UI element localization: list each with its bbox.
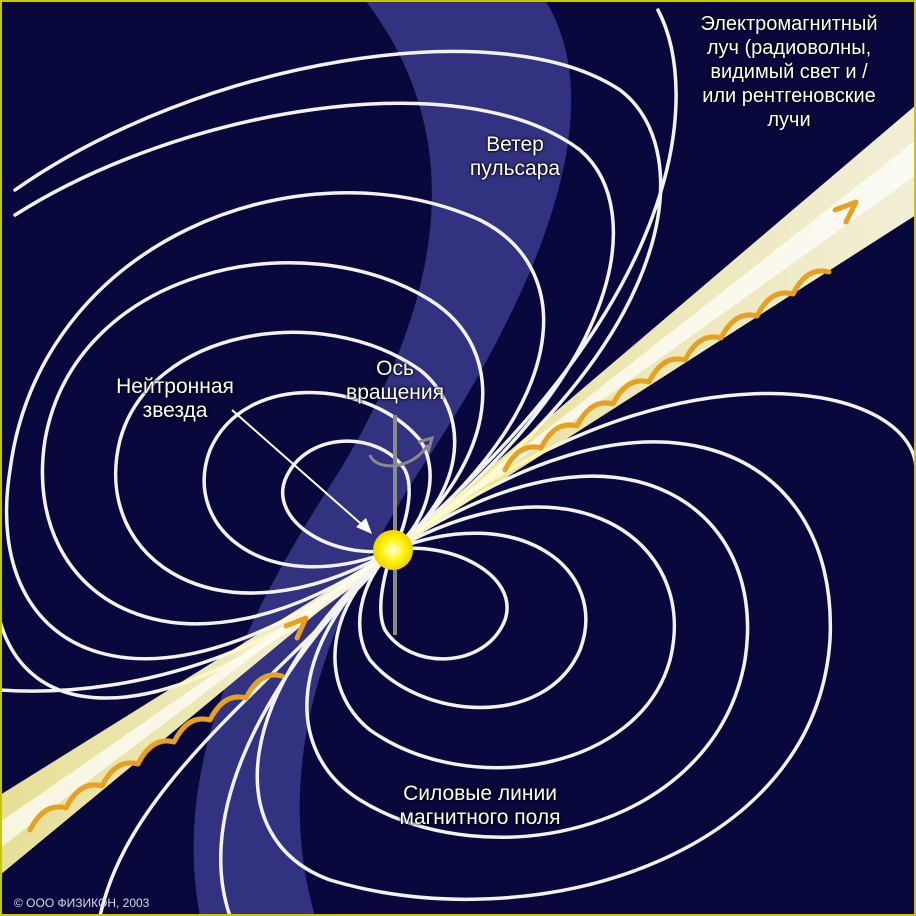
- field-line: [98, 548, 395, 916]
- magnetic-field-lines: [0, 8, 916, 916]
- axis-label: Ось вращения: [346, 357, 444, 404]
- wind-label: Ветер пульсара: [469, 133, 561, 180]
- field-line: [113, 330, 457, 595]
- rotation-axis: [368, 415, 435, 635]
- field-line: [357, 531, 588, 710]
- field-line: [13, 49, 663, 552]
- wave-arrow-upper: [502, 268, 832, 473]
- rotation-arrowhead-icon: [417, 435, 435, 453]
- field-label: Силовые линии магнитного поля: [399, 782, 561, 829]
- field-line: [333, 505, 677, 770]
- neutron-star: [373, 530, 413, 570]
- field-line: [391, 8, 678, 552]
- beam-label: Электромагнитный луч (радиоволны, видимы…: [700, 13, 878, 131]
- wave-arrow-lower: [27, 672, 285, 833]
- field-line: [4, 191, 546, 661]
- star-label: Нейтронная звезда: [116, 375, 234, 422]
- field-line: [281, 439, 411, 554]
- field-line: [202, 390, 432, 569]
- field-line: [305, 474, 750, 839]
- pulsar-wind-band: [193, 0, 572, 916]
- copyright: © ООО ФИЗИКОН, 2003: [14, 896, 150, 910]
- field-line: [379, 546, 509, 661]
- wave-arrow-upper-head: [832, 199, 859, 225]
- wave-arrows: [27, 199, 859, 833]
- field-line: [255, 440, 833, 902]
- beam-lower: [0, 550, 393, 875]
- field-line: [0, 548, 395, 693]
- star-pointer: [231, 409, 372, 534]
- beam-upper: [393, 105, 916, 550]
- wave-arrow-lower-head: [283, 615, 309, 641]
- field-line: [40, 261, 485, 626]
- rotation-arrow-icon: [368, 444, 430, 468]
